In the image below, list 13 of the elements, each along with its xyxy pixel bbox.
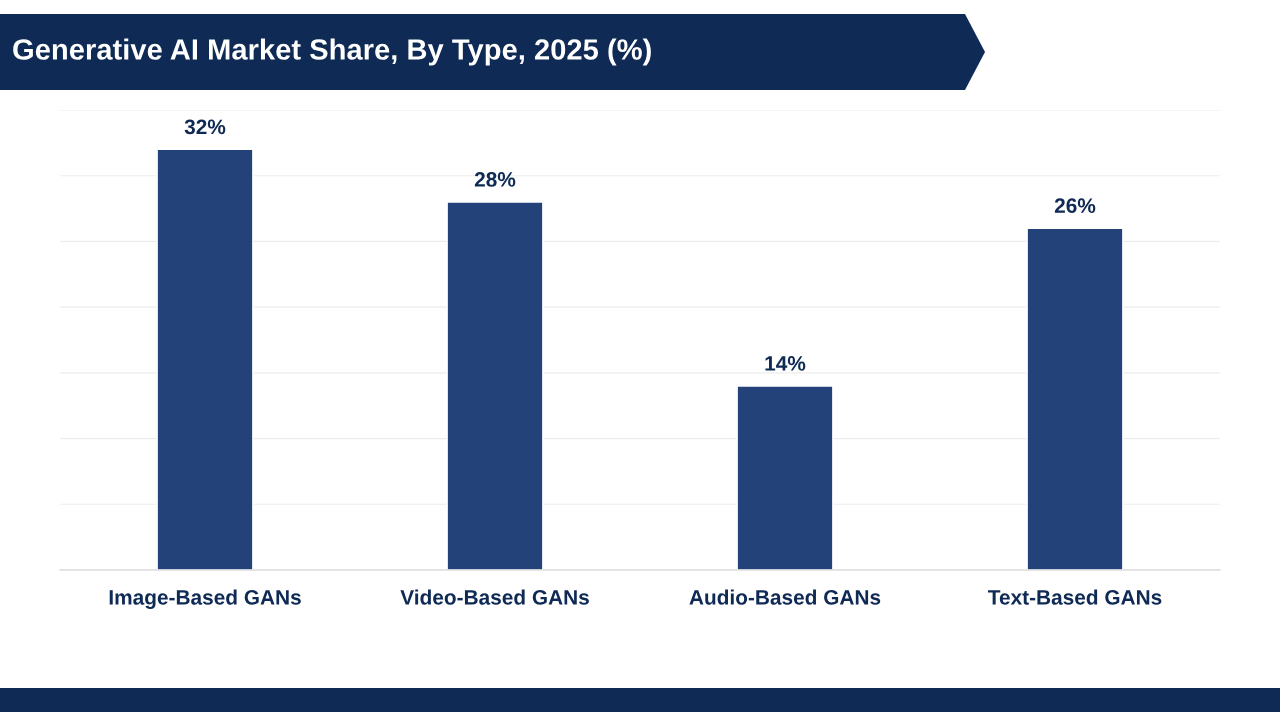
chart-title: Generative AI Market Share, By Type, 2025 (%) [13,38,651,66]
bar [1026,227,1124,570]
bar [446,201,544,570]
bar [736,385,834,570]
data-label: 14% [765,356,806,371]
data-label: 26% [1054,198,1096,214]
x-tick-label: Image-Based GANs [109,589,301,609]
x-tick-label: Text-Based GANs [988,589,1162,605]
data-label: 28% [474,172,516,187]
x-tick-label: Video-Based GANs [400,589,589,605]
bar [156,148,254,570]
data-label: 32% [184,119,226,135]
x-tick-label: Audio-Based GANs [689,589,881,605]
